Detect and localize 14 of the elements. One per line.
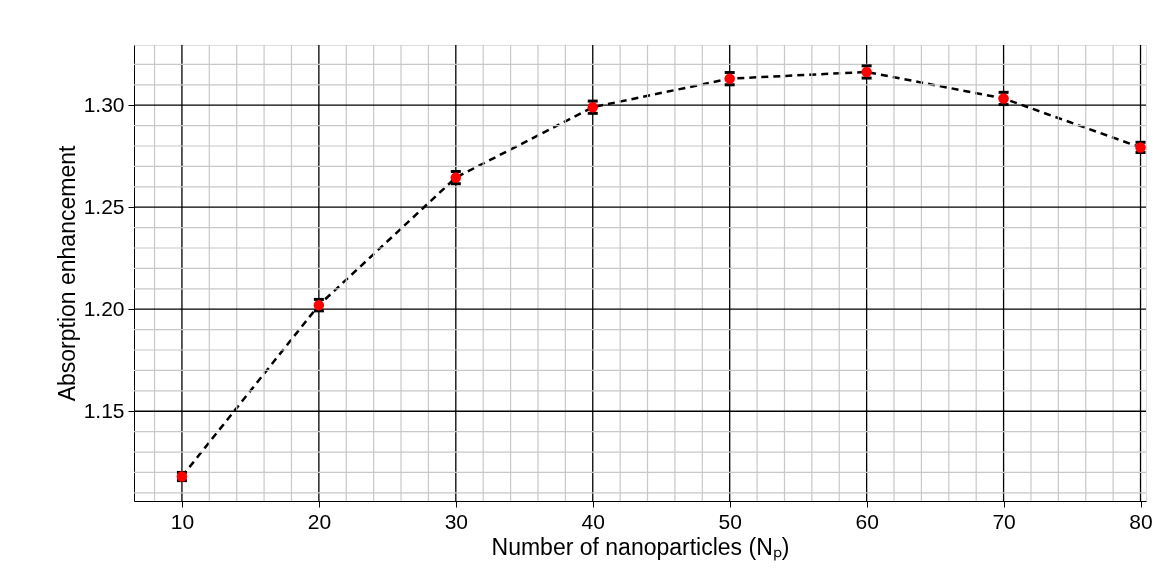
x-axis-title: Number of nanoparticles (Nₚ) — [491, 533, 790, 561]
x-tick-label: 80 — [1129, 509, 1153, 533]
x-tick-label: 60 — [855, 509, 879, 533]
y-tick-label: 1.20 — [83, 296, 125, 320]
y-tick-label: 1.25 — [83, 194, 125, 218]
y-tick-label: 1.15 — [83, 398, 125, 422]
x-tick-label: 30 — [444, 509, 468, 533]
x-tick-label: 20 — [307, 509, 332, 533]
x-tick-label: 70 — [992, 509, 1016, 533]
x-tick-label: 10 — [170, 509, 195, 533]
x-tick-label: 50 — [718, 509, 742, 533]
y-tick-label: 1.30 — [83, 92, 125, 116]
x-tick-label: 40 — [581, 509, 605, 533]
y-axis-title: Absorption enhancement — [53, 145, 80, 402]
